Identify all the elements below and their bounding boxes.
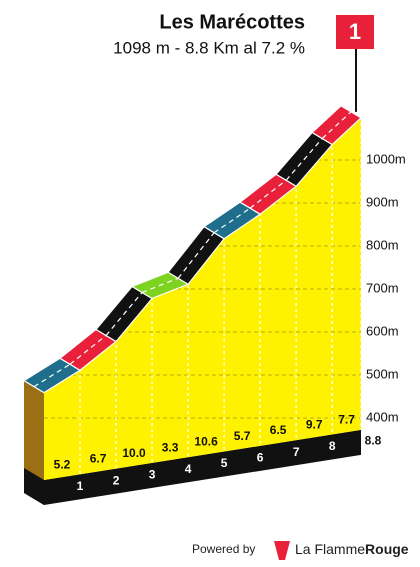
x-tick-label: 7	[293, 445, 300, 459]
base-side	[24, 468, 44, 505]
gradient-label: 6.5	[270, 423, 287, 437]
x-tick-label: 8.8	[365, 434, 382, 448]
base	[44, 429, 361, 505]
profile-area	[44, 117, 361, 481]
x-tick-label: 5	[221, 456, 228, 470]
brand-light: La Flamme	[295, 541, 365, 557]
gradient-label: 5.7	[234, 429, 251, 443]
center-line	[321, 111, 352, 139]
gradient-label: 7.7	[338, 412, 355, 426]
center-line	[249, 179, 287, 209]
x-tick-label: 2	[113, 473, 120, 487]
y-tick-label: 1000m	[366, 151, 406, 166]
y-tick-label: 500m	[366, 366, 399, 381]
chart-title: Les Marécottes	[159, 11, 305, 33]
y-tick-label: 600m	[366, 323, 399, 338]
center-line	[105, 292, 143, 336]
y-tick-label: 800m	[366, 237, 399, 252]
flag	[336, 15, 374, 49]
powered-by: Powered by	[192, 542, 255, 556]
brand-icon	[274, 541, 290, 560]
x-tick-label: 6	[257, 451, 264, 465]
x-tick-label: 4	[185, 462, 192, 476]
center-line	[213, 207, 251, 234]
gradient-label: 5.2	[54, 457, 71, 471]
center-line	[177, 232, 215, 279]
chart-subtitle: 1098 m - 8.8 Km al 7.2 %	[113, 38, 305, 57]
y-tick-label: 700m	[366, 280, 399, 295]
gradient-label: 9.7	[306, 417, 323, 431]
gradient-label: 10.0	[122, 446, 146, 460]
gradient-label: 10.6	[194, 435, 218, 449]
flag-label: 1	[349, 19, 361, 44]
brand-name: La FlammeRouge	[295, 541, 409, 557]
gradient-label: 3.3	[162, 440, 179, 454]
center-line	[141, 277, 179, 294]
x-tick-label: 1	[77, 479, 84, 493]
gradient-label: 6.7	[90, 452, 107, 466]
center-line	[69, 334, 107, 365]
x-tick-label: 8	[329, 439, 336, 453]
y-tick-label: 900m	[366, 194, 399, 209]
y-tick-label: 400m	[366, 409, 399, 424]
brand-bold: Rouge	[365, 541, 409, 557]
center-line	[285, 138, 323, 181]
center-line	[33, 363, 71, 388]
x-tick-label: 3	[149, 468, 156, 482]
